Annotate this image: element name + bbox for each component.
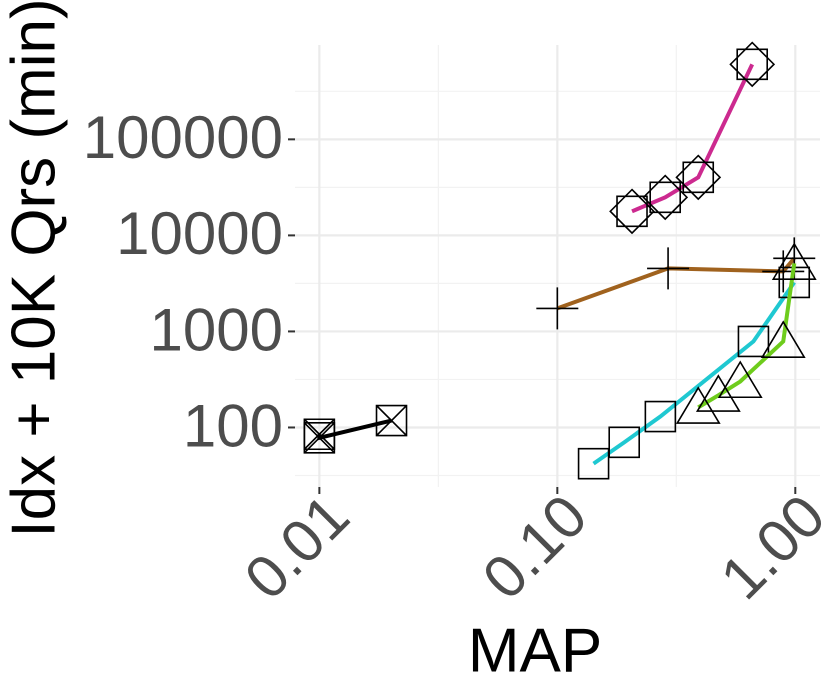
marker [644, 400, 677, 433]
x-axis-title: MAP [468, 616, 602, 685]
series [609, 41, 776, 235]
y-tick-label: 100 [183, 392, 283, 459]
series-line [556, 257, 796, 311]
marker [375, 404, 408, 437]
marker [729, 41, 776, 88]
marker [778, 266, 811, 299]
marker [760, 320, 806, 358]
marker [536, 287, 579, 330]
marker [762, 250, 805, 293]
marker [647, 247, 690, 290]
marker [577, 447, 610, 480]
series-line [697, 263, 797, 410]
series [675, 242, 817, 424]
y-tick-label: 100000 [83, 104, 283, 171]
marker [675, 154, 722, 201]
y-tick-label: 10000 [116, 200, 283, 267]
series [303, 404, 408, 454]
series [577, 266, 811, 480]
marker [717, 360, 763, 399]
marker [695, 374, 741, 412]
marker [642, 174, 689, 221]
y-tick-label: 1000 [150, 296, 283, 363]
marker [675, 386, 721, 424]
marker [771, 242, 817, 280]
grid [295, 45, 820, 487]
marker [609, 188, 655, 235]
marker [608, 426, 641, 459]
series-line [592, 281, 796, 466]
x-tick-label: 0.10 [470, 482, 600, 612]
x-tick-label: 0.01 [232, 482, 362, 612]
series-line [631, 63, 755, 214]
marker [303, 422, 336, 454]
y-axis-title: Idx + 10K Qrs (min) [0, 0, 68, 538]
x-tick-label: 1.00 [708, 482, 830, 612]
